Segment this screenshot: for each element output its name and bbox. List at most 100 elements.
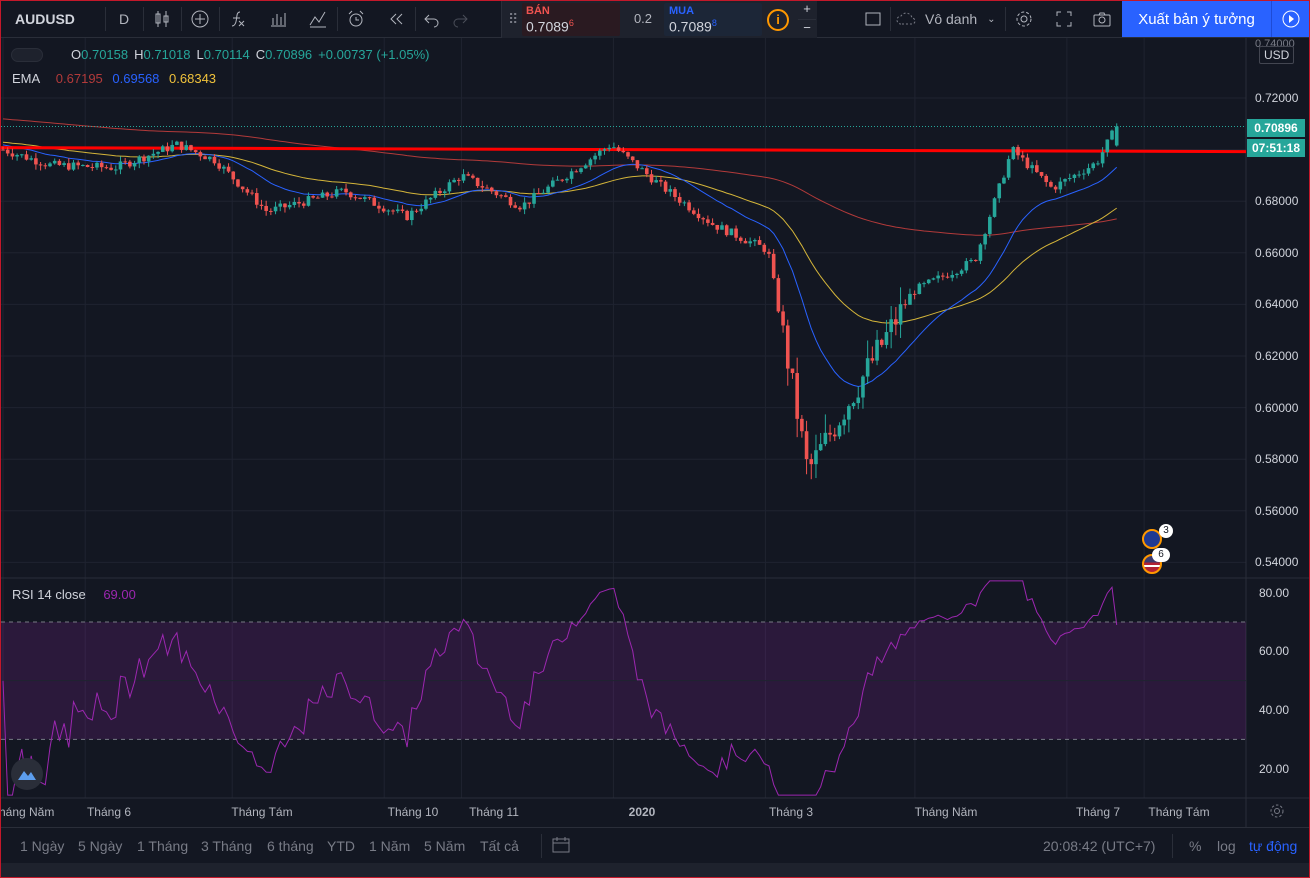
replay-button[interactable] xyxy=(381,1,411,37)
candle-body xyxy=(682,202,687,204)
candle-body xyxy=(146,155,151,162)
templates-button[interactable] xyxy=(303,1,333,37)
alert-button[interactable] xyxy=(341,1,371,37)
range-button[interactable]: 1 Tháng xyxy=(137,838,189,854)
candle-body xyxy=(734,228,738,238)
candle-body xyxy=(832,434,837,437)
drag-handle-icon[interactable]: ⠿ xyxy=(508,11,519,27)
divider xyxy=(890,7,891,31)
clock[interactable]: 20:08:42 (UTC+7) xyxy=(1043,838,1156,854)
quantity-increase-button[interactable]: + xyxy=(803,1,811,16)
publish-video-button[interactable] xyxy=(1271,1,1309,37)
candle-body xyxy=(81,164,85,166)
bottom-panel-edge xyxy=(1,863,1309,877)
info-icon[interactable]: i xyxy=(767,9,789,31)
candle-body xyxy=(738,237,743,241)
ema-legend[interactable]: EMA 0.67195 0.69568 0.68343 xyxy=(12,71,216,86)
interval-button[interactable]: D xyxy=(109,1,139,37)
buy-button[interactable]: MUA 0.70898 xyxy=(664,3,762,36)
candle-body xyxy=(640,168,644,170)
price-scale[interactable]: 0.74000 USD xyxy=(1251,38,1309,578)
candle-body xyxy=(499,195,503,197)
x-tick-label: Tháng 10 xyxy=(387,805,439,819)
go-to-date-button[interactable] xyxy=(551,836,571,859)
range-button[interactable]: YTD xyxy=(327,838,355,854)
auto-scale-button[interactable]: tự động xyxy=(1249,838,1298,854)
candle-body xyxy=(250,192,254,194)
candle-body xyxy=(489,187,494,192)
symbol-search[interactable]: AUDUSD xyxy=(7,1,97,37)
candle-body xyxy=(325,192,330,197)
candle-body xyxy=(720,225,724,230)
tradingview-logo[interactable] xyxy=(11,758,43,790)
publish-idea-button[interactable]: Xuất bản ý tưởng xyxy=(1122,1,1271,37)
candle-body xyxy=(790,368,795,374)
snapshot-button[interactable] xyxy=(1087,1,1117,37)
fullscreen-button[interactable] xyxy=(1049,1,1079,37)
range-button[interactable]: 5 Năm xyxy=(424,838,466,854)
economic-event-au[interactable]: 3 xyxy=(1140,524,1173,549)
undo-button[interactable] xyxy=(419,1,445,37)
candle-body xyxy=(588,159,593,166)
candle-body xyxy=(687,202,691,211)
ema-fast-line xyxy=(2,144,1118,388)
compare-button[interactable] xyxy=(185,1,215,37)
candle-body xyxy=(57,160,62,166)
rsi-tick-label: 80.00 xyxy=(1259,585,1290,600)
candle-body xyxy=(358,197,362,199)
financials-button[interactable] xyxy=(263,1,293,37)
candle-body xyxy=(701,218,705,220)
indicators-button[interactable] xyxy=(223,1,253,37)
x-tick-label: Tháng 3 xyxy=(768,805,814,819)
chart-area[interactable]: O 0.70158 H 0.71018 L 0.70114 C 0.70896 +0.0… xyxy=(1,38,1309,877)
divider xyxy=(1005,7,1006,31)
chart-settings-button[interactable] xyxy=(1269,803,1285,824)
candle-body xyxy=(583,165,588,169)
candle-body xyxy=(729,228,734,236)
candle-body xyxy=(541,192,546,194)
layout-name-button[interactable]: Vô danh ⌄ xyxy=(895,1,1005,37)
quantity-decrease-button[interactable]: − xyxy=(798,19,816,37)
range-button[interactable]: 1 Ngày xyxy=(20,838,65,854)
candle-body xyxy=(978,244,983,261)
candle-body xyxy=(1100,152,1105,164)
chart-type-button[interactable] xyxy=(147,1,177,37)
candle-body xyxy=(377,205,381,209)
candle-body xyxy=(461,174,466,181)
toggle-icon[interactable] xyxy=(11,47,43,62)
currency-badge[interactable]: USD xyxy=(1259,46,1295,64)
log-scale-button[interactable]: log xyxy=(1217,838,1236,854)
candle-body xyxy=(269,210,273,212)
rsi-legend[interactable]: RSI 14 close 69.00 xyxy=(12,587,136,602)
fullscreen-layout-button[interactable] xyxy=(859,1,887,37)
range-button[interactable]: Tất cả xyxy=(480,838,519,854)
redo-button[interactable] xyxy=(447,1,473,37)
candle-body xyxy=(10,153,15,157)
sell-button[interactable]: BÁN 0.70896 xyxy=(522,3,620,36)
close-value: 0.70896 xyxy=(265,47,313,62)
candle-body xyxy=(936,275,940,279)
candle-body xyxy=(222,166,226,169)
settings-button[interactable] xyxy=(1009,1,1039,37)
candle-body xyxy=(527,202,532,204)
range-button[interactable]: 6 tháng xyxy=(267,838,314,854)
candle-body xyxy=(292,201,297,205)
candle-body xyxy=(677,197,682,203)
candle-body xyxy=(1016,147,1020,156)
bar-chart-icon xyxy=(271,13,286,27)
percent-scale-button[interactable]: % xyxy=(1189,838,1202,854)
chart-canvas[interactable] xyxy=(1,38,1309,828)
candle-body xyxy=(668,189,673,192)
economic-event-us[interactable]: 6 xyxy=(1140,548,1172,574)
candle-body xyxy=(518,207,522,210)
candle-body xyxy=(306,196,311,206)
au-event-count: 3 xyxy=(1159,524,1173,538)
candle-body xyxy=(128,161,132,167)
candle-body xyxy=(142,156,146,162)
range-button[interactable]: 3 Tháng xyxy=(201,838,253,854)
candle-body xyxy=(875,339,879,361)
range-button[interactable]: 1 Năm xyxy=(369,838,411,854)
candle-body xyxy=(743,240,748,244)
range-button[interactable]: 5 Ngày xyxy=(78,838,123,854)
candle-body xyxy=(170,144,174,152)
